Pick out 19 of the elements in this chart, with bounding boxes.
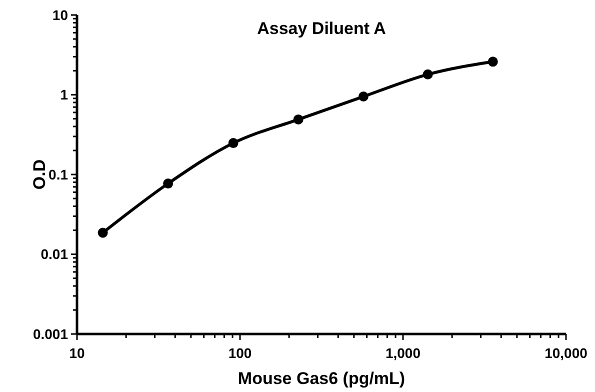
y-tick-label: 0.1 — [48, 166, 68, 182]
point — [228, 138, 238, 148]
y-tick-label: 1 — [60, 86, 68, 103]
y-tick-label: 0.001 — [32, 326, 68, 342]
point — [98, 228, 108, 238]
x-tick-label: 10 — [69, 345, 85, 361]
y-axis-title: O.D — [30, 159, 49, 190]
x-tick-label: 100 — [228, 345, 252, 361]
point — [422, 69, 433, 80]
point — [488, 56, 498, 67]
point — [163, 178, 174, 189]
point — [293, 114, 304, 124]
x-tick-label: 1,000 — [385, 345, 421, 361]
point — [358, 92, 368, 102]
x-axis-title: Mouse Gas6 (pg/mL) — [238, 369, 406, 388]
y-tick-label: 10 — [52, 6, 68, 23]
chart-title: Assay Diluent A — [257, 19, 386, 38]
y-tick-label: 0.01 — [40, 246, 68, 262]
x-tick-label: 10,000 — [544, 345, 588, 361]
